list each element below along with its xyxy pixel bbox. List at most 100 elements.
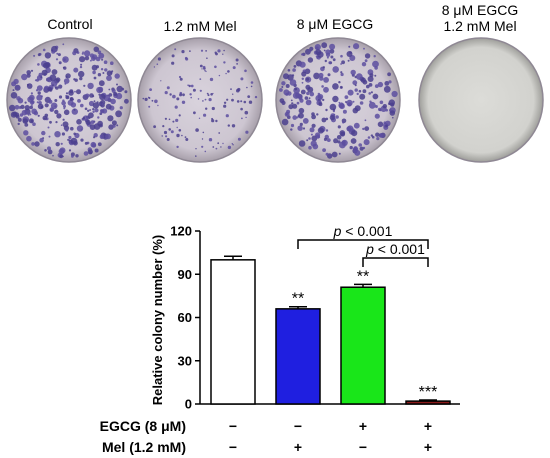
colony-dot <box>178 129 182 132</box>
colony-dot <box>116 83 118 86</box>
colony-dot <box>172 94 176 99</box>
y-tick-label: 90 <box>178 267 192 282</box>
colony-dot <box>142 97 145 100</box>
colony-dot <box>389 110 396 116</box>
colony-dot <box>285 92 289 96</box>
colony-dot <box>364 119 367 122</box>
colony-dot <box>178 114 181 117</box>
colony-dot <box>26 70 32 75</box>
colony-dot <box>354 88 358 92</box>
colony-dot <box>37 53 41 57</box>
colony-dot <box>237 87 241 92</box>
colony-dot <box>340 72 344 77</box>
colony-dot <box>342 121 345 124</box>
bar <box>405 400 451 405</box>
plate-label-4-line-1: 8 μM EGCG <box>441 2 519 18</box>
condition-label: EGCG (8 μM) <box>100 418 186 434</box>
colony-dot <box>68 149 72 152</box>
colony-dot <box>111 120 117 126</box>
colony-dot <box>110 98 116 105</box>
colony-dot <box>16 96 21 101</box>
colony-dot <box>44 103 49 108</box>
colony-dot <box>24 101 27 104</box>
colony-dot <box>93 76 97 80</box>
colony-dot <box>331 151 338 158</box>
plate-label-2: 1.2 mM Mel <box>145 18 255 34</box>
colony-dot <box>330 55 334 59</box>
colony-dot <box>298 112 304 119</box>
colony-dot <box>47 149 53 155</box>
colony-dot <box>82 115 89 121</box>
colony-dot <box>315 55 318 58</box>
colony-dot <box>44 52 52 59</box>
colony-dot <box>80 63 83 66</box>
colony-dot <box>62 99 65 102</box>
significance-mark: ** <box>357 268 369 285</box>
colony-dot <box>350 69 356 76</box>
colony-dot <box>340 86 343 89</box>
colony-dot <box>302 127 306 130</box>
colony-dot <box>326 56 329 59</box>
colony-dot <box>340 54 343 58</box>
colony-dot <box>85 93 90 98</box>
colony-dot <box>210 93 213 96</box>
colony-dot <box>203 113 207 117</box>
culture-plate <box>418 37 544 163</box>
colony-dot <box>389 109 392 112</box>
colony-dot <box>84 141 88 145</box>
colony-dot <box>153 125 157 129</box>
colony-dot <box>287 74 294 81</box>
colony-dot <box>55 121 58 124</box>
colony-dot <box>74 90 76 93</box>
colony-dot <box>324 59 327 63</box>
colony-dot <box>36 85 43 91</box>
colony-dot <box>377 121 384 128</box>
colony-dot <box>92 70 96 75</box>
colony-dot <box>45 62 51 68</box>
colony-dot <box>189 93 192 96</box>
colony-dot <box>290 99 293 102</box>
colony-dot <box>30 119 34 123</box>
colony-dot <box>189 50 191 52</box>
colony-dot <box>26 83 33 89</box>
colony-dot <box>56 113 62 119</box>
colony-dot <box>62 118 65 121</box>
colony-dot <box>48 88 53 92</box>
colony-dot <box>91 64 98 71</box>
colony-dot <box>217 142 220 145</box>
colony-dot <box>195 155 197 157</box>
colony-dot <box>342 109 347 114</box>
colony-dot <box>124 90 128 94</box>
colony-dot <box>36 101 39 104</box>
colony-dot <box>69 97 74 101</box>
colony-dot <box>169 93 172 96</box>
colony-dot <box>64 82 67 85</box>
colony-dot <box>349 145 353 150</box>
colony-dot <box>347 89 354 96</box>
colony-dot <box>244 69 247 73</box>
colony-dot <box>309 127 315 133</box>
colony-dot <box>214 51 217 54</box>
colony-dot <box>84 56 90 61</box>
colony-dot <box>104 68 108 72</box>
colony-dot <box>10 92 18 99</box>
colony-dot <box>353 122 360 129</box>
colony-dot <box>82 116 86 120</box>
colony-dot <box>223 104 227 108</box>
colony-dot <box>188 84 191 88</box>
plate-label-2-line: 1.2 mM Mel <box>163 18 237 34</box>
colony-dot <box>208 138 213 142</box>
colony-dot <box>384 81 390 86</box>
colony-dot <box>374 105 378 108</box>
colony-dot <box>279 88 283 92</box>
colony-dot <box>55 58 59 61</box>
colony-dot <box>204 98 207 101</box>
colony-dot <box>111 88 116 93</box>
colony-dot <box>211 106 215 111</box>
colony-dot <box>329 48 335 54</box>
colony-dot <box>37 91 41 95</box>
colony-dot <box>333 138 339 144</box>
colony-dot <box>113 91 118 96</box>
colony-dot <box>235 58 239 62</box>
